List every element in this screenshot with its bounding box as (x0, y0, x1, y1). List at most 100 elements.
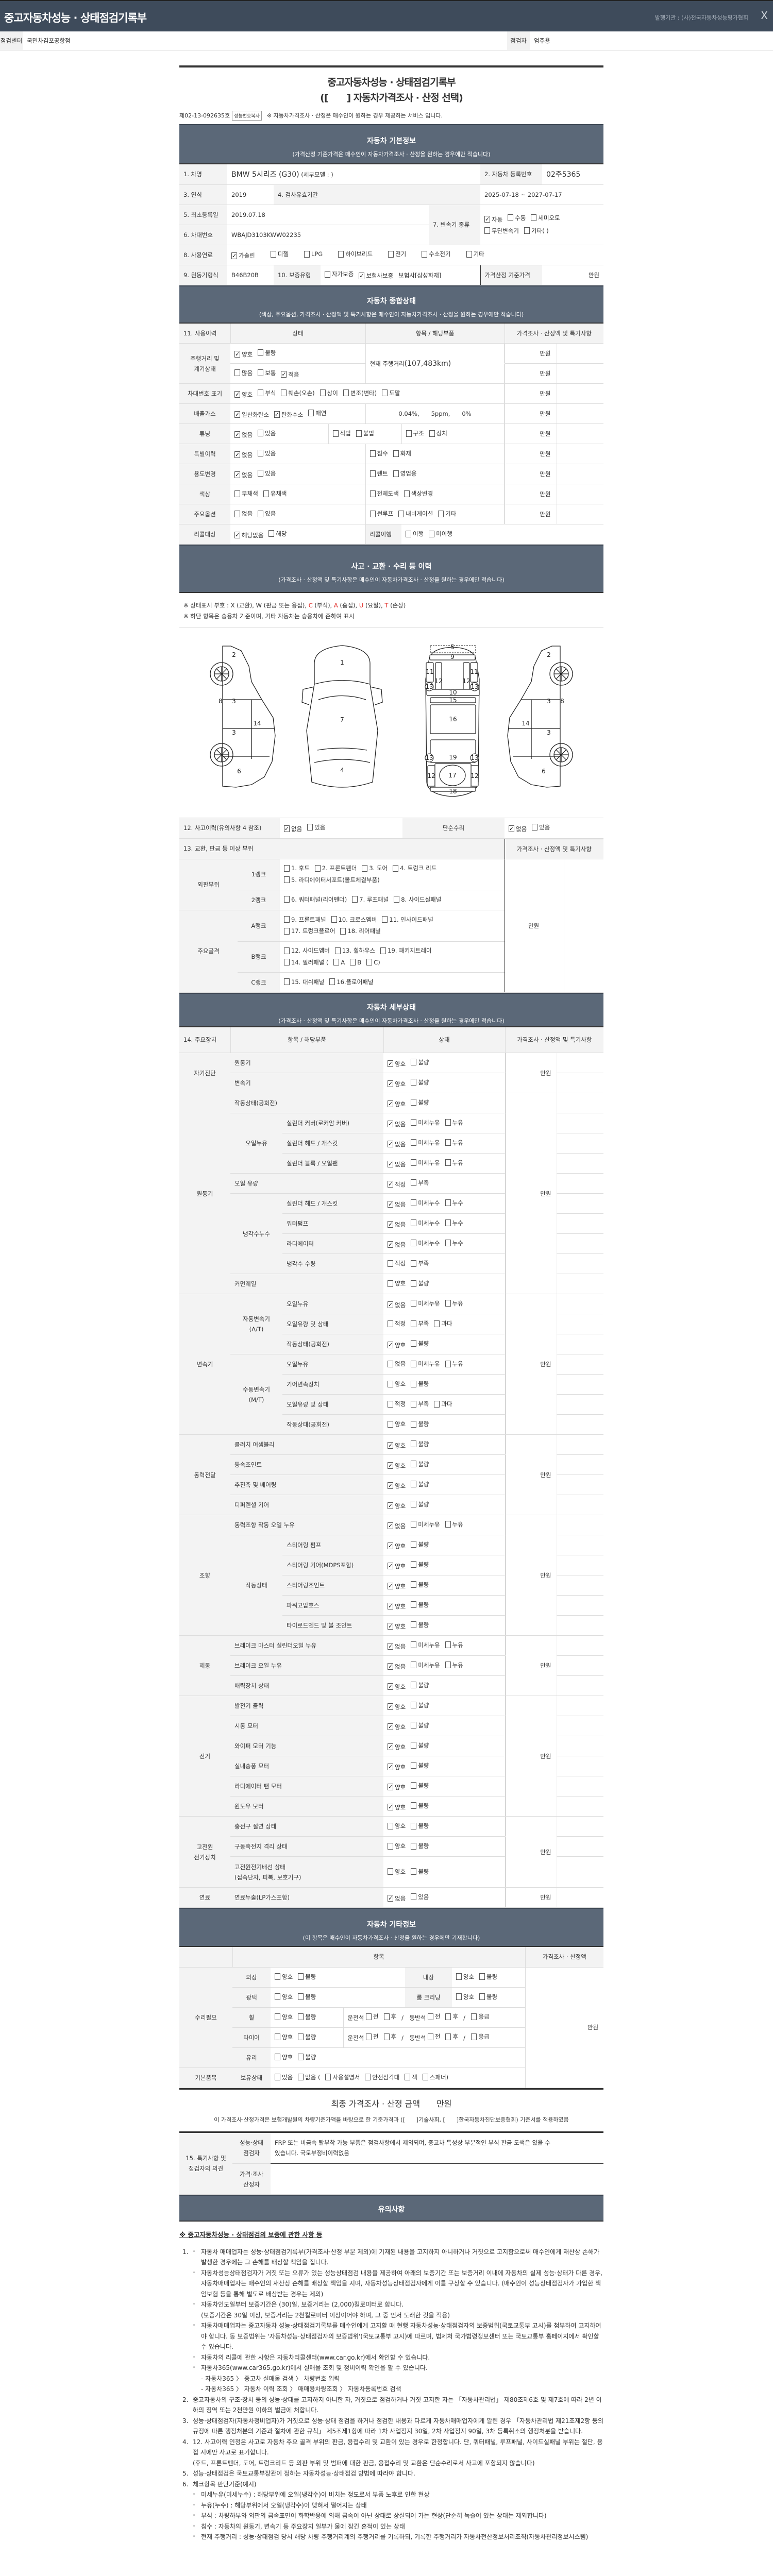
checkbox-option[interactable]: 양호 (388, 1279, 406, 1287)
checkbox-option[interactable]: 안전삼각대 (365, 2073, 399, 2081)
checkbox-option[interactable]: 미세누유 (411, 1139, 440, 1147)
price-input[interactable] (556, 1133, 604, 1154)
checkbox-option[interactable]: 부족 (411, 1259, 429, 1267)
price-input[interactable] (563, 859, 604, 993)
checkbox-option[interactable]: 3. 도어 (362, 864, 388, 872)
checkbox-option[interactable]: 누유 (445, 1520, 463, 1529)
checkbox-option[interactable]: 불량 (411, 1058, 429, 1066)
checkbox-option[interactable]: 침수 (369, 449, 388, 457)
checkbox-option[interactable]: 양호 (388, 1868, 406, 1876)
price-input[interactable] (556, 484, 604, 504)
checkbox-option[interactable]: 부족 (411, 1319, 429, 1328)
checkbox-option[interactable]: ✓ 양호 (234, 391, 253, 399)
checkbox-option[interactable]: 양호 (275, 2033, 293, 2041)
checkbox-option[interactable]: 불량 (411, 1621, 429, 1629)
checkbox-option[interactable]: ✓ 없음 (388, 1200, 406, 1209)
checkbox-option[interactable]: ✓ 적정 (388, 1180, 406, 1189)
checkbox-option[interactable]: 누유 (445, 1661, 463, 1669)
checkbox-option[interactable]: 불량 (411, 1480, 429, 1488)
checkbox-option[interactable]: ✓ 해당없음 (234, 531, 263, 539)
price-input[interactable] (556, 504, 604, 524)
checkbox-option[interactable]: ✓ 자동 (484, 215, 502, 224)
checkbox-option[interactable]: ✓ 없음 (388, 1301, 406, 1309)
checkbox-option[interactable]: ✓ 양호 (388, 1723, 406, 1731)
checkbox-option[interactable]: 누수 (445, 1239, 463, 1247)
price-input[interactable] (556, 1655, 604, 1676)
price-input[interactable] (556, 383, 604, 404)
checkbox-option[interactable]: 불량 (411, 1540, 429, 1549)
price-input[interactable] (556, 1856, 604, 1888)
price-input[interactable] (556, 1233, 604, 1254)
checkbox-option[interactable]: 19. 패키지트레이 (380, 946, 432, 955)
checkbox-option[interactable]: 부식 (258, 389, 276, 397)
checkbox-option[interactable]: 17. 트렁크플로어 (284, 927, 335, 935)
checkbox-option[interactable]: 불량 (411, 1601, 429, 1609)
checkbox-option[interactable]: 무채색 (234, 489, 258, 498)
checkbox-option[interactable]: 불량 (411, 1460, 429, 1468)
checkbox-option[interactable]: ✓ 없음 (388, 1160, 406, 1168)
checkbox-option[interactable]: 전 (427, 2012, 440, 2021)
checkbox-option[interactable]: ✓ 양호 (388, 1341, 406, 1349)
checkbox-option[interactable]: ✓ 없음 (388, 1241, 406, 1249)
checkbox-option[interactable]: ✓ 양호 (388, 1100, 406, 1108)
price-input[interactable] (556, 1434, 604, 1455)
checkbox-option[interactable]: 기타 (466, 250, 484, 258)
checkbox-option[interactable]: ✓ 없음 (388, 1522, 406, 1530)
checkbox-option[interactable]: 있음 (258, 510, 276, 518)
checkbox-option[interactable]: 12. 사이드멤버 (284, 946, 330, 955)
price-input[interactable] (556, 1495, 604, 1515)
checkbox-option[interactable]: ✓ 양호 (388, 1482, 406, 1490)
checkbox-option[interactable]: 없음 (388, 1360, 406, 1368)
checkbox-option[interactable]: 적법 (332, 429, 351, 437)
checkbox-option[interactable]: ✓ 양호 (234, 350, 253, 359)
price-input[interactable] (556, 1253, 604, 1274)
checkbox-option[interactable]: 있음 (258, 469, 276, 478)
checkbox-option[interactable]: 불량 (411, 1279, 429, 1287)
checkbox-option[interactable]: 있음 (532, 823, 550, 832)
price-input[interactable] (556, 1173, 604, 1194)
checkbox-option[interactable]: 불법 (356, 429, 374, 437)
checkbox-option[interactable]: 불량 (411, 1420, 429, 1428)
checkbox-option[interactable]: 전 (427, 2032, 440, 2041)
checkbox-option[interactable]: 미세누유 (411, 1520, 440, 1529)
price-input[interactable] (556, 1354, 604, 1375)
checkbox-option[interactable]: 양호 (275, 1993, 293, 2001)
checkbox-option[interactable]: 과다 (434, 1400, 452, 1408)
checkbox-option[interactable]: 구조 (406, 429, 424, 437)
checkbox-option[interactable]: 불량 (411, 1822, 429, 1830)
checkbox-option[interactable]: ✓ 없음 (388, 1120, 406, 1128)
checkbox-option[interactable]: 미세누유 (411, 1661, 440, 1669)
checkbox-option[interactable]: 1. 후드 (284, 864, 310, 872)
checkbox-option[interactable]: ✓ 양호 (388, 1542, 406, 1550)
checkbox-option[interactable]: 2. 프론트펜더 (314, 864, 357, 872)
checkbox-option[interactable]: 수동 (508, 214, 526, 222)
price-input[interactable] (556, 1756, 604, 1776)
checkbox-option[interactable]: 7. 루프패널 (352, 895, 389, 904)
price-input[interactable] (556, 444, 604, 464)
checkbox-option[interactable]: 화재 (393, 449, 411, 457)
price-input[interactable] (556, 1454, 604, 1475)
checkbox-option[interactable]: ✓ 양호 (388, 1080, 406, 1088)
checkbox-option[interactable]: 불량 (411, 1561, 429, 1569)
price-input[interactable] (556, 1796, 604, 1817)
checkbox-option[interactable]: 불량 (411, 1721, 429, 1730)
checkbox-option[interactable]: 있음 (258, 449, 276, 457)
checkbox-option[interactable]: 양호 (456, 1993, 474, 2001)
checkbox-option[interactable]: LPG (304, 250, 323, 258)
price-input[interactable] (556, 343, 604, 364)
checkbox-option[interactable]: ✓ 양호 (388, 1803, 406, 1811)
price-input[interactable] (556, 1314, 604, 1334)
checkbox-option[interactable]: 불량 (411, 1078, 429, 1087)
checkbox-option[interactable]: ✓ 양호 (388, 1582, 406, 1590)
checkbox-option[interactable]: C) (366, 959, 380, 966)
checkbox-option[interactable]: 내비게이션 (398, 510, 433, 518)
checkbox-option[interactable]: 변조(변타) (343, 389, 377, 397)
checkbox-option[interactable]: 미세누수 (411, 1239, 440, 1247)
price-input[interactable] (556, 1836, 604, 1857)
checkbox-option[interactable]: 양호 (456, 1973, 474, 1981)
checkbox-option[interactable]: 불량 (258, 349, 276, 357)
price-input[interactable] (556, 1535, 604, 1555)
checkbox-option[interactable]: 불량 (411, 1380, 429, 1388)
checkbox-option[interactable]: ✓ 양호 (388, 1683, 406, 1691)
price-input[interactable] (556, 1213, 604, 1234)
